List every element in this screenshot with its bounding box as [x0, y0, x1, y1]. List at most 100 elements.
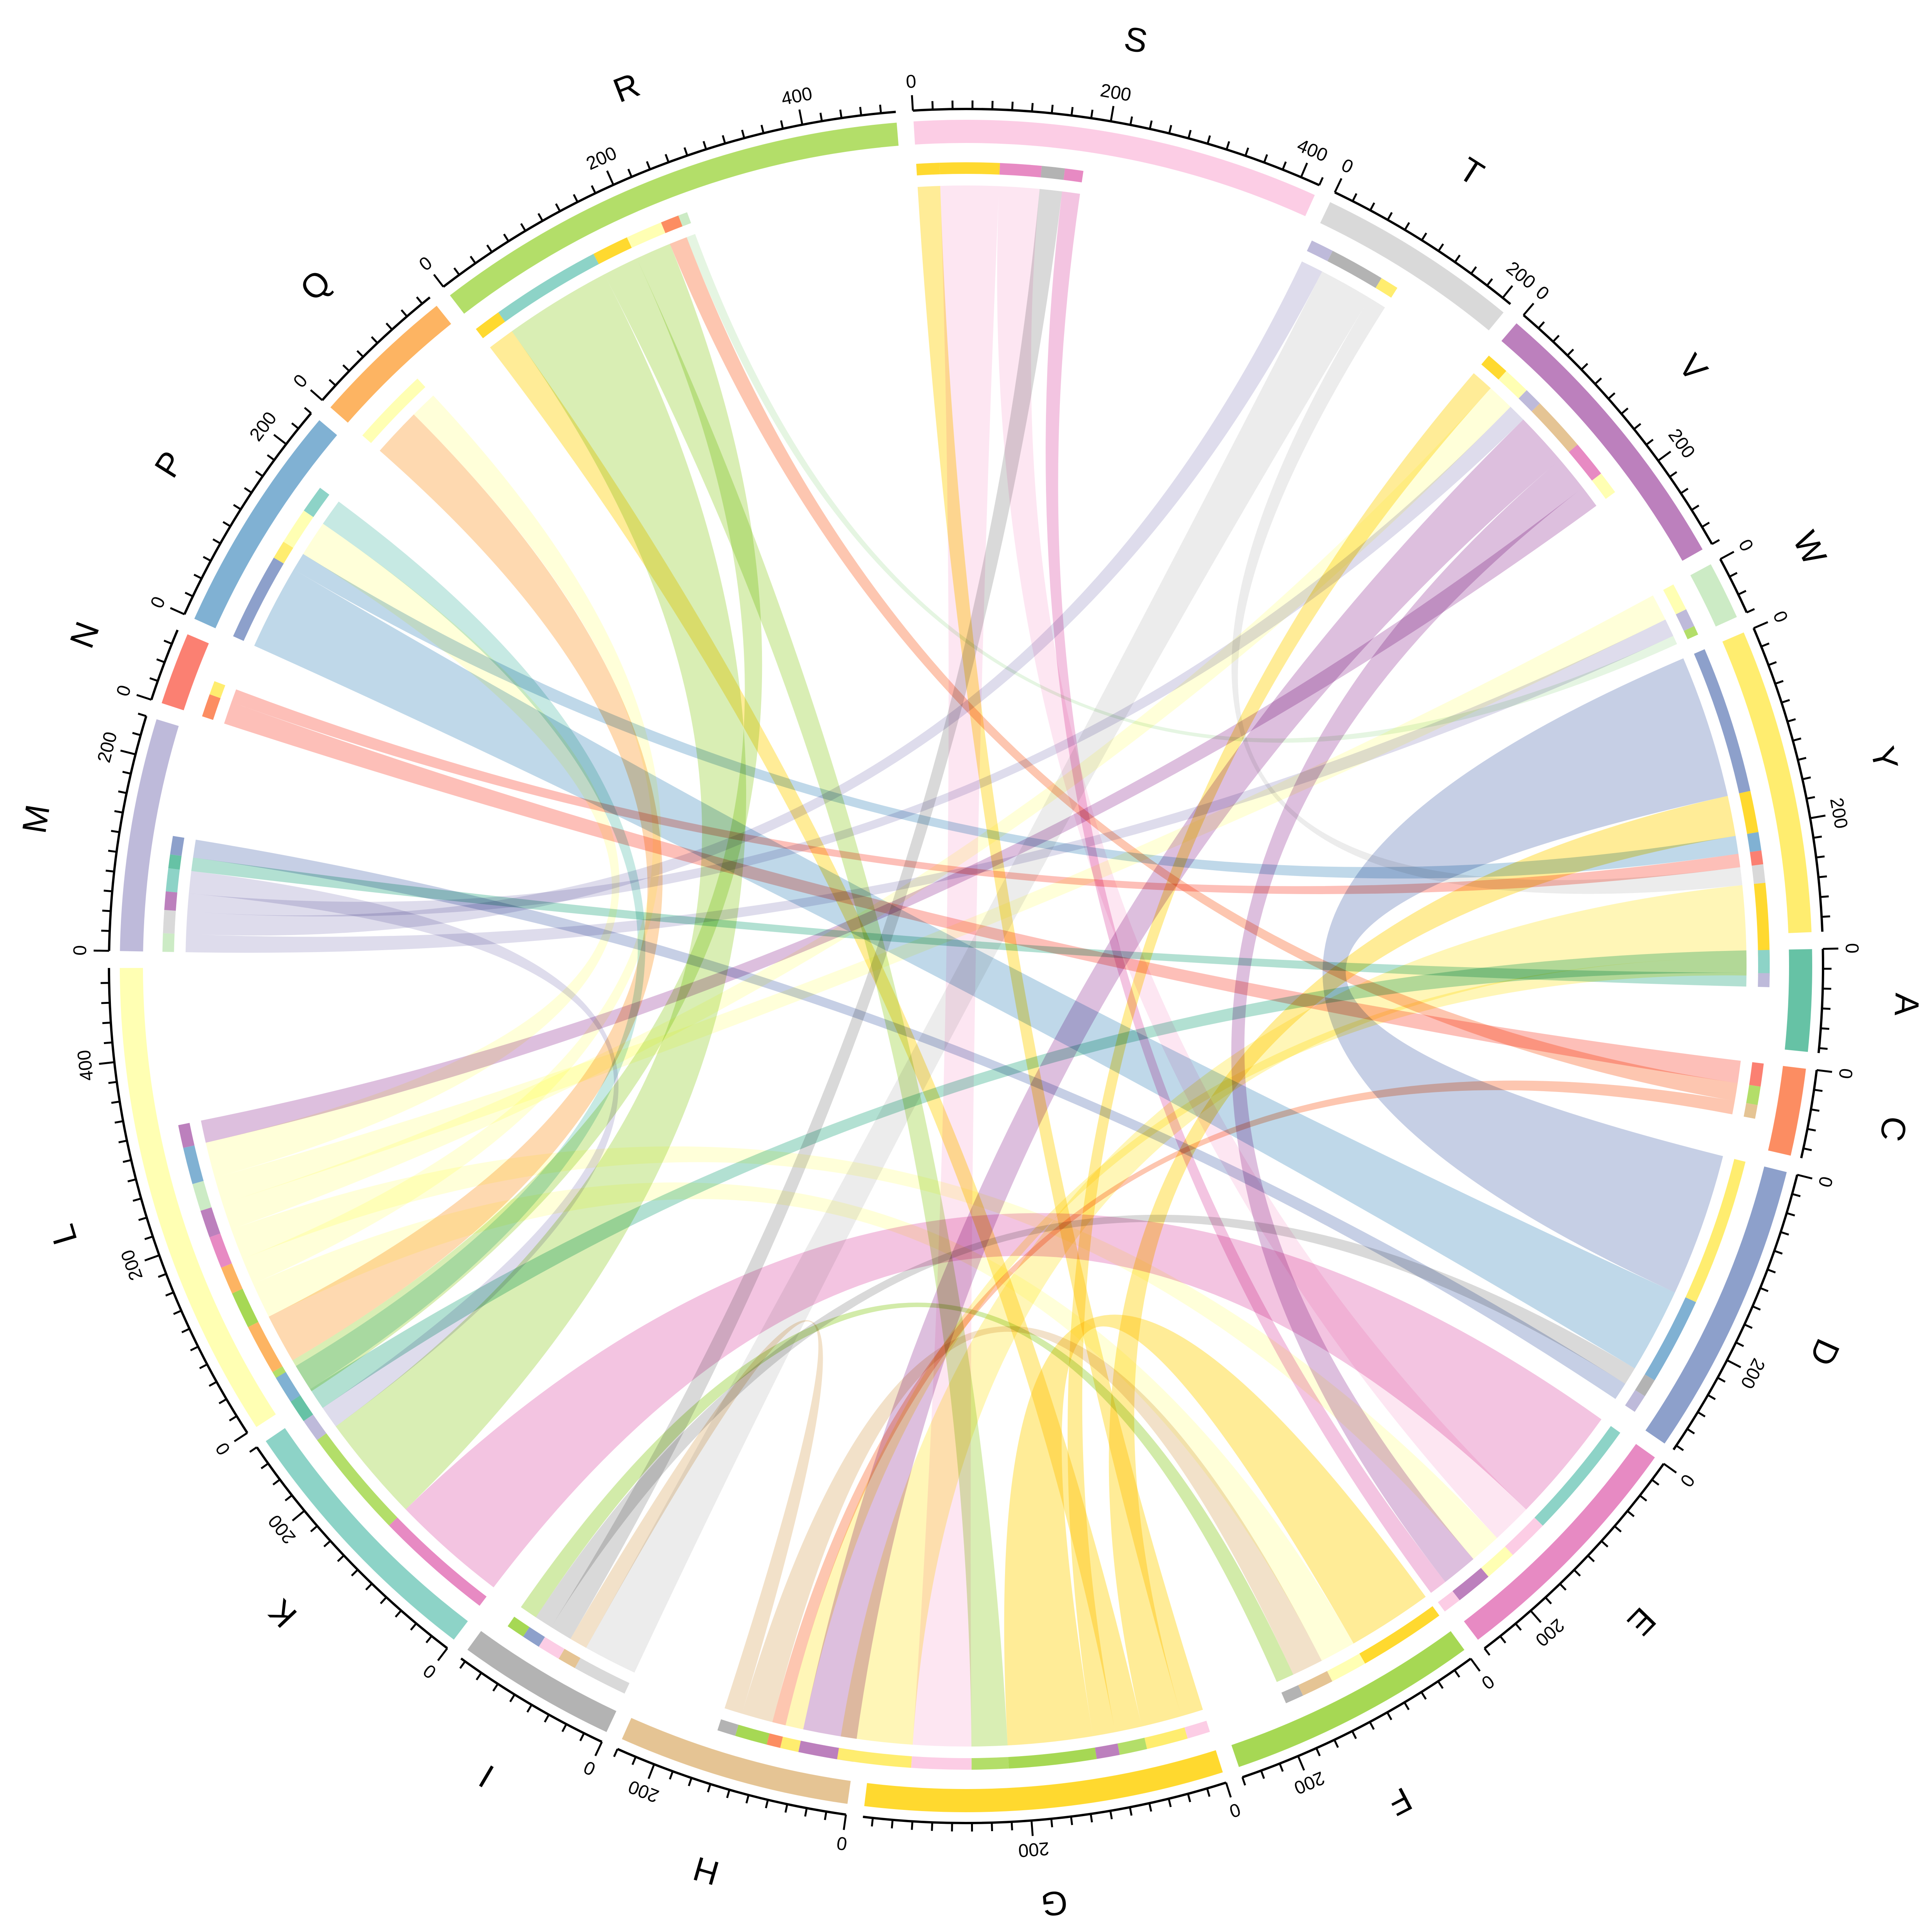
tick	[1352, 193, 1357, 202]
tick	[1483, 1648, 1491, 1656]
tick	[1530, 1610, 1542, 1623]
tick	[181, 1328, 190, 1333]
tick	[613, 1748, 619, 1757]
tick	[260, 1463, 269, 1469]
tick	[1387, 212, 1393, 221]
tick	[1537, 321, 1545, 329]
axis-V	[1522, 314, 1713, 545]
tick	[1573, 1569, 1581, 1577]
tick	[1403, 1702, 1410, 1710]
chord-W-R	[687, 234, 1677, 743]
tick	[1768, 661, 1777, 666]
link-bar	[232, 1289, 259, 1327]
tick	[273, 434, 287, 445]
tick	[337, 1554, 345, 1562]
tick	[1168, 1798, 1172, 1808]
tick	[726, 1789, 731, 1798]
tick	[199, 1363, 208, 1369]
link-bar	[1531, 403, 1578, 452]
tick	[1711, 539, 1720, 545]
tick	[859, 107, 862, 116]
tick	[1334, 178, 1342, 193]
axis-T	[1334, 191, 1511, 305]
tick	[1420, 1691, 1427, 1700]
tick-label: 0	[1478, 1671, 1498, 1694]
tick	[765, 1799, 769, 1808]
sector-A	[1784, 949, 1812, 1052]
link-bar	[164, 891, 177, 911]
tick-label: 200	[626, 1776, 662, 1806]
tick	[1816, 855, 1825, 859]
link-bar	[971, 1757, 1009, 1770]
tick	[1148, 1803, 1152, 1812]
tick	[1717, 1377, 1726, 1383]
link-bar	[1281, 1685, 1303, 1704]
tick	[526, 1704, 532, 1713]
tick	[1279, 1763, 1284, 1772]
tick-label: 200	[1826, 796, 1851, 830]
link-bar	[476, 312, 505, 338]
tick	[1315, 1748, 1321, 1757]
tick	[1351, 1730, 1357, 1739]
tick	[804, 1808, 808, 1817]
tick	[1806, 796, 1815, 800]
axis-C	[1800, 1070, 1818, 1158]
chord-Y-G	[840, 885, 1747, 1745]
tick	[1802, 776, 1811, 781]
link-bar	[1095, 1743, 1120, 1759]
tick	[132, 732, 141, 736]
tick	[395, 1610, 402, 1618]
chord-L-W	[214, 595, 1666, 1204]
tick	[1486, 278, 1493, 286]
link-bar	[1519, 390, 1540, 412]
link-bar	[1758, 973, 1770, 987]
tick	[453, 267, 460, 276]
tick	[1814, 1088, 1823, 1092]
tick	[1050, 1818, 1053, 1828]
tick-label: 200	[246, 408, 281, 445]
tick	[1775, 680, 1784, 685]
link-bar	[1327, 1653, 1365, 1682]
tick	[1090, 1814, 1093, 1823]
tick	[476, 1672, 482, 1680]
tick	[356, 350, 364, 358]
chord-Q-L	[269, 414, 663, 1361]
chord-S-E	[997, 186, 1526, 1538]
tick-label: 0	[1338, 155, 1356, 178]
link-bar	[274, 541, 293, 564]
link-bar	[1739, 791, 1759, 834]
tick	[1818, 875, 1827, 878]
tick	[591, 185, 597, 194]
link-bar	[389, 1517, 487, 1606]
tick	[1726, 1359, 1742, 1368]
tick	[1404, 222, 1410, 231]
tick-label: 0	[1835, 1067, 1856, 1080]
link-bar	[1758, 950, 1770, 973]
link-bar	[163, 910, 176, 934]
link-bar	[248, 1322, 283, 1372]
tick	[1244, 147, 1249, 156]
tick	[1206, 1788, 1211, 1797]
sector-K	[265, 1428, 468, 1640]
link-bar	[1327, 251, 1382, 288]
tick	[1206, 135, 1211, 144]
tick	[648, 1764, 655, 1779]
axis-I	[460, 1657, 602, 1743]
link-bar	[1144, 1727, 1188, 1749]
tick	[1031, 103, 1034, 112]
tick	[1318, 177, 1324, 186]
tick	[1282, 161, 1287, 170]
tick	[1566, 349, 1574, 356]
tick	[1552, 335, 1560, 342]
tick-label: 0	[1814, 1174, 1837, 1189]
link-bar	[661, 215, 683, 233]
tick	[410, 1622, 417, 1631]
tick-label: 400	[780, 83, 814, 109]
sector-label-D: D	[1802, 1333, 1847, 1372]
link-bar	[1568, 444, 1601, 481]
tick	[1559, 1583, 1567, 1591]
tick	[267, 454, 275, 461]
sector-label-V: V	[1671, 347, 1715, 388]
tick-label: 0	[420, 1660, 440, 1682]
tick	[486, 244, 493, 253]
